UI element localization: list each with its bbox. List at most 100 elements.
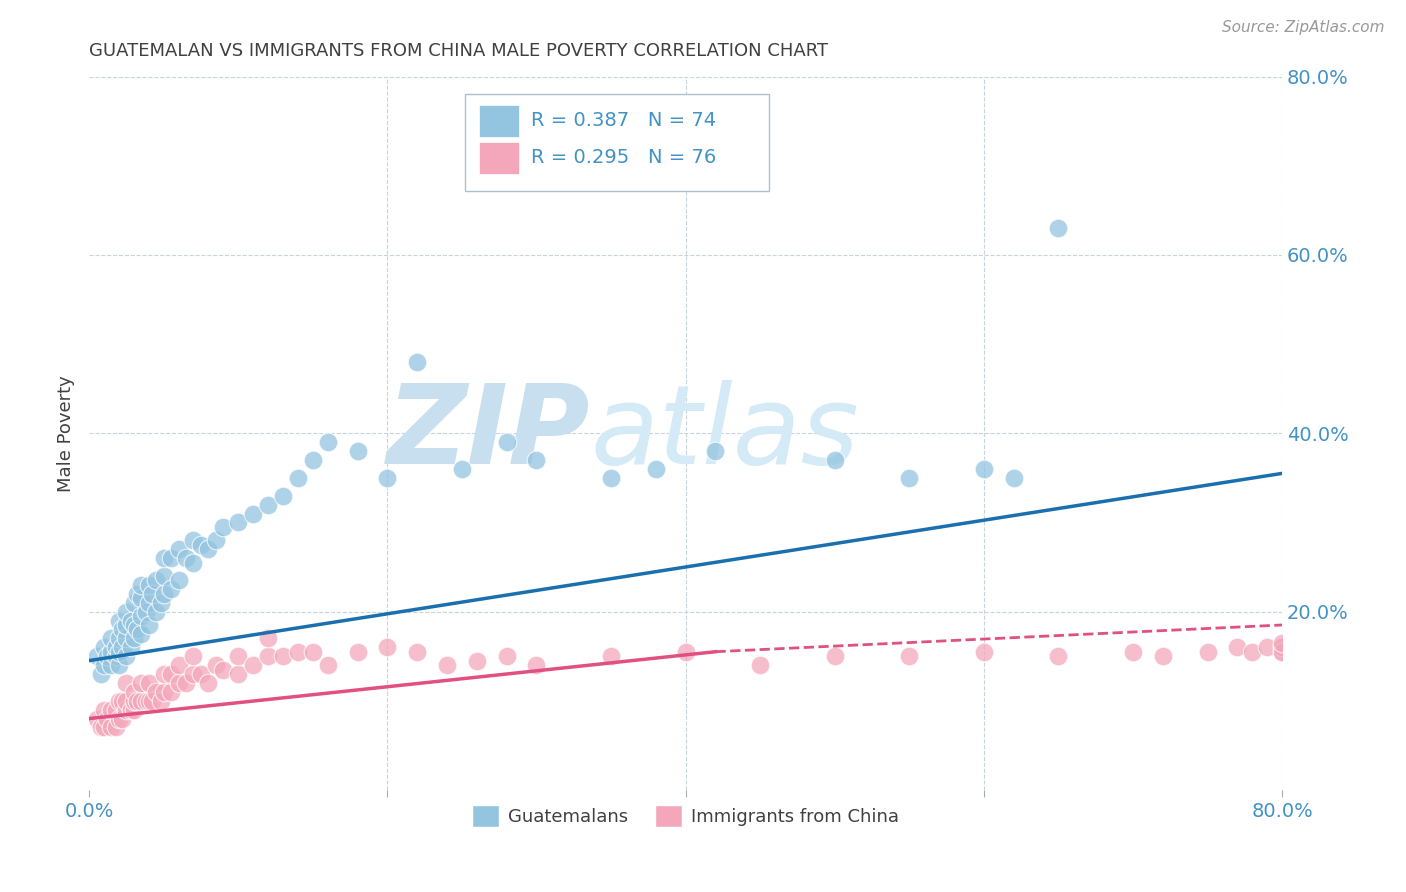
- Point: [122, 618, 145, 632]
- Point: [183, 649, 205, 664]
- Legend: Guatemalans, Immigrants from China: Guatemalans, Immigrants from China: [465, 798, 907, 834]
- Point: [600, 471, 623, 485]
- Point: [495, 649, 517, 664]
- Point: [212, 663, 235, 677]
- Point: [86, 712, 108, 726]
- Point: [93, 658, 115, 673]
- Point: [145, 685, 167, 699]
- Point: [174, 676, 197, 690]
- Point: [115, 694, 138, 708]
- Point: [898, 649, 921, 664]
- FancyBboxPatch shape: [479, 105, 519, 137]
- Point: [451, 462, 474, 476]
- Point: [257, 649, 280, 664]
- Point: [377, 471, 399, 485]
- Point: [149, 596, 172, 610]
- Point: [108, 658, 131, 673]
- Point: [465, 654, 488, 668]
- Y-axis label: Male Poverty: Male Poverty: [58, 375, 75, 491]
- Point: [93, 640, 115, 655]
- Point: [138, 578, 160, 592]
- Text: ZIP: ZIP: [387, 380, 591, 487]
- Point: [104, 640, 127, 655]
- Point: [1002, 471, 1025, 485]
- Point: [316, 658, 339, 673]
- Point: [111, 712, 134, 726]
- Point: [152, 667, 174, 681]
- Point: [1047, 221, 1070, 235]
- Point: [120, 614, 142, 628]
- Point: [122, 694, 145, 708]
- Point: [129, 694, 152, 708]
- Point: [129, 591, 152, 606]
- Point: [257, 632, 280, 646]
- Point: [100, 703, 122, 717]
- Point: [100, 658, 122, 673]
- Point: [138, 676, 160, 690]
- FancyBboxPatch shape: [479, 142, 519, 174]
- Point: [183, 667, 205, 681]
- Point: [138, 694, 160, 708]
- Point: [898, 471, 921, 485]
- Point: [287, 471, 309, 485]
- Point: [152, 587, 174, 601]
- Text: R = 0.387   N = 74: R = 0.387 N = 74: [530, 112, 716, 130]
- Point: [111, 623, 134, 637]
- Point: [152, 685, 174, 699]
- Point: [108, 632, 131, 646]
- Point: [111, 640, 134, 655]
- Point: [145, 574, 167, 588]
- Point: [600, 649, 623, 664]
- Point: [167, 542, 190, 557]
- Point: [242, 507, 264, 521]
- Point: [96, 649, 118, 664]
- Point: [1241, 645, 1264, 659]
- Point: [301, 645, 323, 659]
- Text: Source: ZipAtlas.com: Source: ZipAtlas.com: [1222, 20, 1385, 35]
- Point: [100, 645, 122, 659]
- Point: [125, 623, 148, 637]
- Point: [1271, 640, 1294, 655]
- Point: [115, 676, 138, 690]
- Point: [141, 694, 163, 708]
- Point: [145, 605, 167, 619]
- Point: [495, 435, 517, 450]
- Point: [122, 685, 145, 699]
- Text: R = 0.295   N = 76: R = 0.295 N = 76: [530, 148, 716, 168]
- Point: [129, 676, 152, 690]
- Point: [377, 640, 399, 655]
- Point: [104, 703, 127, 717]
- Point: [226, 516, 249, 530]
- Point: [1197, 645, 1219, 659]
- Point: [135, 694, 157, 708]
- Point: [1122, 645, 1144, 659]
- Point: [183, 556, 205, 570]
- Point: [167, 574, 190, 588]
- Point: [135, 605, 157, 619]
- Point: [149, 694, 172, 708]
- Point: [316, 435, 339, 450]
- Point: [346, 645, 368, 659]
- Point: [1271, 645, 1294, 659]
- Point: [115, 703, 138, 717]
- Point: [90, 667, 112, 681]
- Point: [108, 645, 131, 659]
- Point: [160, 685, 183, 699]
- Point: [108, 614, 131, 628]
- Point: [174, 551, 197, 566]
- Point: [1271, 636, 1294, 650]
- Point: [129, 578, 152, 592]
- Point: [226, 649, 249, 664]
- Point: [526, 658, 548, 673]
- Point: [104, 649, 127, 664]
- Point: [125, 587, 148, 601]
- Point: [257, 498, 280, 512]
- Point: [271, 649, 294, 664]
- Point: [100, 721, 122, 735]
- Point: [138, 618, 160, 632]
- Point: [104, 721, 127, 735]
- Point: [115, 649, 138, 664]
- Point: [120, 703, 142, 717]
- Point: [436, 658, 458, 673]
- Point: [160, 667, 183, 681]
